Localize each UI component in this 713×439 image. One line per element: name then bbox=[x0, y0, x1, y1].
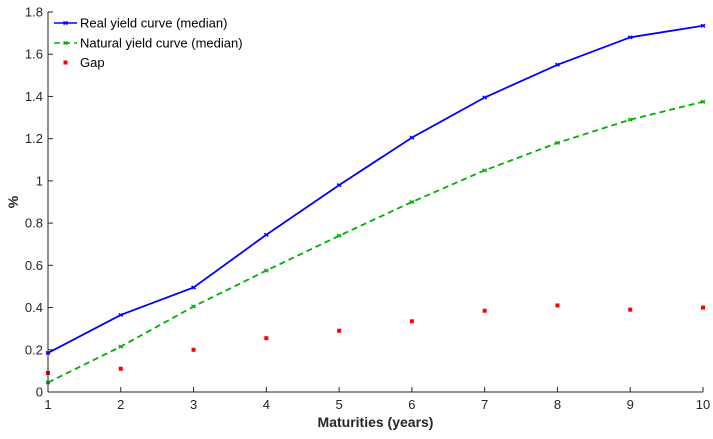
x-tick-label: 5 bbox=[335, 397, 342, 412]
real-yield-point bbox=[700, 23, 706, 28]
real-yield-line bbox=[47, 24, 704, 354]
real-yield-point bbox=[263, 232, 269, 237]
series-layer bbox=[45, 23, 706, 385]
natural-yield-line bbox=[47, 100, 704, 384]
legend-label-natural: Natural yield curve (median) bbox=[80, 36, 243, 51]
x-tick-label: 6 bbox=[408, 397, 415, 412]
natural-yield-point bbox=[336, 233, 342, 238]
x-tick-label: 2 bbox=[117, 397, 124, 412]
real-yield-point bbox=[118, 312, 124, 318]
y-tick-label: 1.8 bbox=[25, 5, 43, 20]
x-tick-label: 7 bbox=[481, 397, 488, 412]
y-tick-label: 1.4 bbox=[25, 89, 43, 104]
gap-point bbox=[118, 366, 123, 371]
real-yield-point bbox=[191, 285, 197, 290]
y-tick-label: 0.6 bbox=[25, 258, 43, 273]
legend-marker-gap bbox=[63, 60, 68, 65]
x-axis-title: Maturities (years) bbox=[318, 414, 434, 430]
y-axis-title: % bbox=[5, 195, 21, 208]
natural-yield-point bbox=[700, 99, 706, 104]
gap-point bbox=[555, 303, 560, 308]
x-tick-label: 10 bbox=[696, 397, 710, 412]
legend: Real yield curve (median) Natural yield … bbox=[54, 16, 243, 70]
legend-marker-real bbox=[63, 20, 68, 26]
natural-yield-point bbox=[191, 304, 197, 309]
natural-yield-point bbox=[482, 168, 488, 173]
x-tick-label: 4 bbox=[263, 397, 270, 412]
natural-yield-point bbox=[554, 140, 560, 145]
legend-label-real: Real yield curve (median) bbox=[80, 16, 227, 31]
y-tick-label: 1.2 bbox=[25, 131, 43, 146]
real-yield-point bbox=[554, 62, 560, 67]
natural-yield-point bbox=[118, 344, 124, 349]
y-tick-label: 0.8 bbox=[25, 216, 43, 231]
plot-area bbox=[48, 12, 703, 392]
ticks: 1 2 3 4 5 6 7 8 9 10 0 0.2 0.4 0.6 0.8 1 1.2 1.4 1.6 1.8 bbox=[25, 5, 710, 413]
y-tick-label: 0 bbox=[36, 385, 43, 400]
real-yield-point bbox=[627, 35, 633, 40]
x-tick-label: 8 bbox=[554, 397, 561, 412]
real-yield-point bbox=[482, 95, 488, 100]
gap-point bbox=[337, 328, 342, 333]
real-yield-point bbox=[336, 183, 342, 188]
natural-yield-point bbox=[627, 117, 633, 122]
legend-label-gap: Gap bbox=[80, 55, 105, 70]
y-tick-label: 1 bbox=[36, 173, 43, 188]
gap-point bbox=[701, 305, 705, 310]
gap-point bbox=[409, 319, 414, 324]
gap-point bbox=[264, 336, 269, 341]
x-tick-label: 1 bbox=[44, 397, 51, 412]
natural-yield-point bbox=[409, 199, 415, 205]
natural-yield-point bbox=[263, 268, 269, 273]
x-tick-label: 9 bbox=[627, 397, 634, 412]
y-tick-label: 0.2 bbox=[25, 342, 43, 357]
axes bbox=[47, 12, 703, 393]
y-tick-label: 1.6 bbox=[25, 47, 43, 62]
gap-point bbox=[482, 308, 487, 313]
x-tick-label: 3 bbox=[190, 397, 197, 412]
legend-marker-natural bbox=[63, 40, 68, 46]
real-yield-point bbox=[409, 135, 415, 140]
gap-point bbox=[628, 307, 633, 312]
gap-point bbox=[191, 347, 196, 352]
y-tick-label: 0.4 bbox=[25, 300, 43, 315]
